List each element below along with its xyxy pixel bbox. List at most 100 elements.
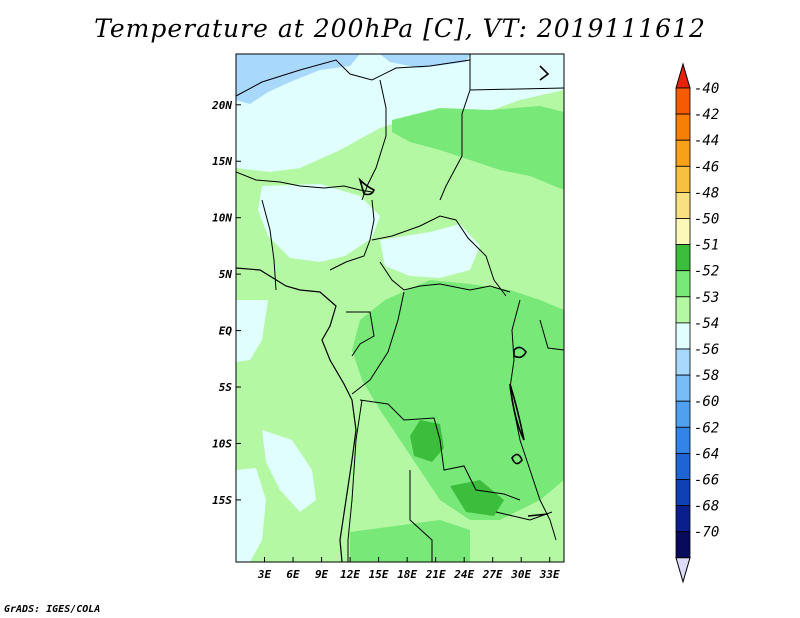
lake-tanganyika [509, 383, 525, 441]
field-region-56-n [380, 54, 470, 68]
legend-label: -46 [694, 159, 719, 175]
legend-swatch [675, 113, 691, 141]
field-region-54-north [236, 54, 564, 172]
legend-label: -44 [694, 133, 719, 149]
field-region-54-sw [262, 430, 316, 512]
y-tick-label: 15N [212, 155, 232, 168]
x-tick-label: 21E [425, 568, 446, 581]
legend-swatch [675, 531, 691, 559]
legend-label: -58 [694, 368, 719, 384]
legend-swatch [675, 374, 691, 402]
legend-arrow-top [675, 62, 691, 89]
legend-label: -40 [694, 81, 719, 97]
legend-label: -60 [694, 394, 719, 410]
legend-label: -42 [694, 107, 719, 123]
border-drc-angola [359, 399, 521, 501]
lake-kariba [527, 513, 549, 517]
border-car-north [371, 215, 507, 297]
legend-label: -54 [694, 316, 719, 332]
y-tick-label: 5N [219, 268, 233, 281]
legend-label: -56 [694, 342, 719, 358]
field-region-51-b [450, 480, 504, 516]
border-east-lakes [509, 299, 557, 541]
field-region-54-central [380, 224, 480, 278]
border-car-south [379, 261, 511, 293]
legend-swatch [675, 322, 691, 350]
field-region-54-west [258, 184, 380, 262]
y-tick-label: 15S [212, 494, 232, 507]
legend-swatch [675, 479, 691, 507]
legend-swatch [675, 191, 691, 219]
country-borders [236, 54, 564, 562]
field-region-51-a [410, 420, 444, 462]
temperature-field [236, 54, 564, 562]
field-region-53-west-coast [236, 258, 350, 562]
border-gabon [346, 311, 375, 357]
lakes [358, 65, 550, 517]
x-tick-label: 3E [257, 568, 272, 581]
legend-label: -62 [694, 420, 719, 436]
field-region-56-nw [236, 54, 360, 104]
field-region-52-congo [352, 280, 564, 520]
y-tick-label: 5S [219, 381, 233, 394]
lake-albert [513, 346, 527, 359]
longitude-axis: 3E 6E 9E 12E 15E 18E 21E 24E 27E 30E 33E [257, 557, 560, 581]
legend-label: -68 [694, 499, 719, 515]
border-sahel [236, 171, 373, 193]
legend-swatch [675, 505, 691, 533]
x-tick-label: 6E [286, 568, 300, 581]
legend-swatch [675, 400, 691, 428]
y-tick-label: 20N [211, 99, 232, 112]
x-tick-label: 33E [539, 568, 560, 581]
legend-label: -50 [694, 212, 719, 228]
legend-swatch [675, 87, 691, 115]
legend-swatch [675, 348, 691, 376]
lake-mweru [511, 453, 523, 465]
border-nigeria-cameroon [329, 199, 375, 271]
legend-swatch [675, 296, 691, 324]
legend-arrow-bottom [675, 557, 691, 584]
map-frame [235, 53, 565, 563]
legend-swatch [675, 452, 691, 480]
x-tick-label: 24E [453, 568, 474, 581]
legend-swatch [675, 139, 691, 167]
credit-label: GrADS: IGES/COLA [4, 604, 101, 615]
x-tick-label: 30E [510, 568, 531, 581]
border-north-1 [236, 59, 471, 97]
x-tick-label: 18E [397, 568, 417, 581]
legend-label: -48 [694, 185, 719, 201]
coastline-atlantic [236, 267, 357, 562]
border-angola-zambia [409, 470, 433, 562]
y-tick-label: EQ [219, 325, 233, 338]
field-region-54-sw-coast [236, 468, 266, 562]
border-angola-west [347, 399, 363, 562]
y-tick-label: 10S [212, 437, 232, 450]
field-region-52-ne [392, 106, 564, 190]
border-chad-sudan [439, 89, 471, 201]
legend-swatch [675, 165, 691, 193]
color-legend: -40 -42 -44 -46 -48 -50 -51 -52 -53 -54 -56 -58 -60 -… [675, 62, 719, 584]
border-uganda [539, 319, 564, 351]
legend-label: -66 [694, 473, 719, 489]
legend-swatch [675, 218, 691, 246]
legend-swatch [675, 426, 691, 454]
chart-title: Temperature at 200hPa [C], VT: 201911161… [94, 14, 706, 43]
field-region-54-gulf [236, 300, 268, 362]
x-tick-label: 15E [369, 568, 389, 581]
lake-chad [358, 177, 375, 196]
border-congo [351, 291, 405, 395]
legend-swatch [675, 270, 691, 298]
legend-label: -70 [694, 525, 719, 541]
latitude-axis: 20N 15N 10N 5N EQ 5S 10S 15S [211, 99, 241, 507]
river-nile-delta [539, 65, 550, 81]
legend-label: -51 [694, 238, 719, 254]
legend-swatch [675, 244, 691, 272]
legend-label: -53 [694, 290, 719, 306]
border-westafrica [261, 199, 277, 291]
x-tick-label: 9E [315, 568, 329, 581]
field-region-52-south [350, 520, 470, 562]
legend-label: -52 [694, 264, 719, 280]
y-tick-label: 10N [212, 212, 232, 225]
x-tick-label: 27E [482, 568, 503, 581]
